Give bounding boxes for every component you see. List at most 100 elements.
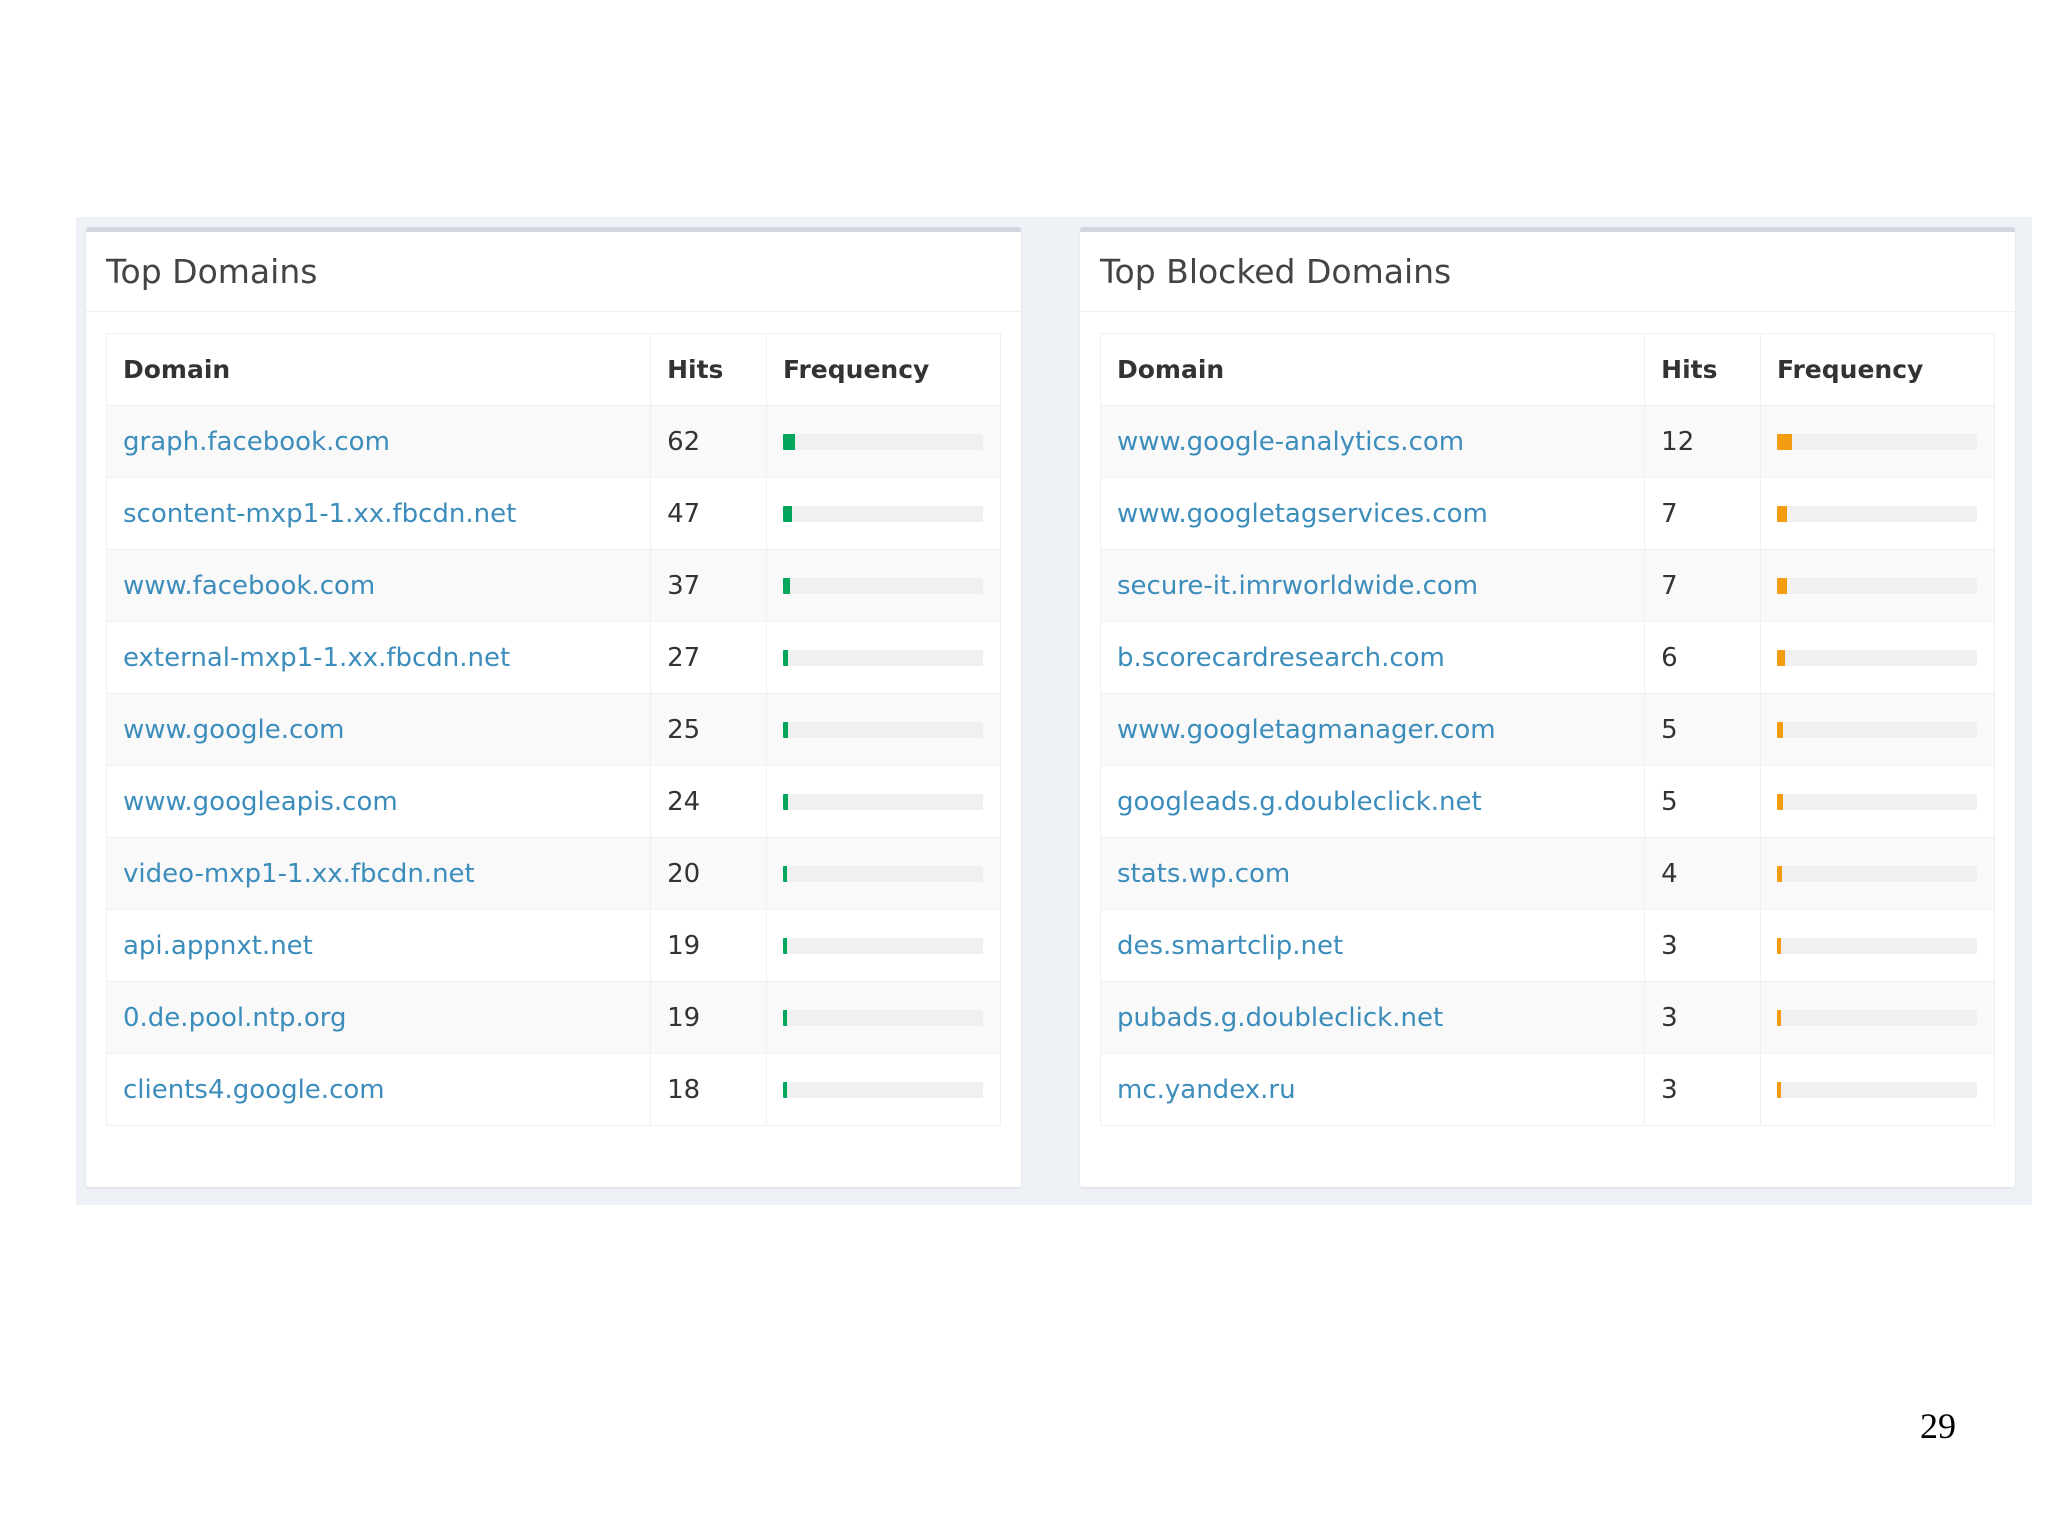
frequency-bar (1776, 649, 1785, 666)
hits-cell: 62 (650, 405, 767, 478)
table-row: secure-it.imrworldwide.com 7 (1099, 549, 1996, 622)
frequency-progress (1776, 1081, 1977, 1098)
hits-cell: 3 (1644, 909, 1761, 982)
frequency-progress (1776, 433, 1977, 450)
top-blocked-domains-title: Top Blocked Domains (1100, 252, 1452, 291)
frequency-cell (1759, 1053, 1996, 1126)
frequency-cell (765, 693, 1002, 766)
frequency-bar (782, 721, 788, 738)
domain-cell: graph.facebook.com (105, 405, 652, 478)
frequency-bar (1776, 577, 1787, 594)
domain-link[interactable]: www.googletagservices.com (1117, 498, 1488, 529)
frequency-bar (1776, 865, 1782, 882)
frequency-cell (1759, 693, 1996, 766)
frequency-progress (782, 577, 983, 594)
domain-cell: des.smartclip.net (1099, 909, 1646, 982)
hits-cell: 18 (650, 1053, 767, 1126)
frequency-cell (1759, 837, 1996, 910)
frequency-cell (1759, 405, 1996, 478)
table-header-row: Domain Hits Frequency (105, 333, 1002, 406)
domain-cell: scontent-mxp1-1.xx.fbcdn.net (105, 477, 652, 550)
domain-link[interactable]: www.google-analytics.com (1117, 426, 1465, 457)
domain-link[interactable]: secure-it.imrworldwide.com (1117, 570, 1479, 601)
table-row: scontent-mxp1-1.xx.fbcdn.net 47 (105, 477, 1002, 550)
table-row: des.smartclip.net 3 (1099, 909, 1996, 982)
frequency-bar (782, 1009, 787, 1026)
domain-cell: mc.yandex.ru (1099, 1053, 1646, 1126)
domain-link[interactable]: www.google.com (123, 714, 345, 745)
domain-link[interactable]: www.googletagmanager.com (1117, 714, 1496, 745)
frequency-cell (765, 1053, 1002, 1126)
frequency-progress (1776, 865, 1977, 882)
frequency-progress (782, 433, 983, 450)
frequency-progress (1776, 793, 1977, 810)
domain-link[interactable]: stats.wp.com (1117, 858, 1291, 889)
frequency-progress (1776, 505, 1977, 522)
domain-link[interactable]: googleads.g.doubleclick.net (1117, 786, 1482, 817)
domain-link[interactable]: www.facebook.com (123, 570, 376, 601)
domain-link[interactable]: www.googleapis.com (123, 786, 398, 817)
table-row: www.googletagmanager.com 5 (1099, 693, 1996, 766)
domain-link[interactable]: api.appnxt.net (123, 930, 313, 961)
domain-cell: www.google.com (105, 693, 652, 766)
domain-cell: www.googletagmanager.com (1099, 693, 1646, 766)
table-row: stats.wp.com 4 (1099, 837, 1996, 910)
top-domains-header: Top Domains (86, 232, 1021, 312)
frequency-bar (1776, 937, 1781, 954)
frequency-cell (765, 837, 1002, 910)
hits-cell: 5 (1644, 693, 1761, 766)
table-row: www.google-analytics.com 12 (1099, 405, 1996, 478)
hits-cell: 4 (1644, 837, 1761, 910)
domain-link[interactable]: graph.facebook.com (123, 426, 390, 457)
frequency-bar (782, 505, 793, 522)
table-row: external-mxp1-1.xx.fbcdn.net 27 (105, 621, 1002, 694)
frequency-progress (782, 1081, 983, 1098)
frequency-progress (1776, 1009, 1977, 1026)
page-number: 29 (1920, 1406, 1956, 1446)
hits-cell: 37 (650, 549, 767, 622)
domain-link[interactable]: mc.yandex.ru (1117, 1074, 1296, 1105)
table-row: clients4.google.com 18 (105, 1053, 1002, 1126)
frequency-cell (1759, 765, 1996, 838)
table-row: graph.facebook.com 62 (105, 405, 1002, 478)
domain-link[interactable]: 0.de.pool.ntp.org (123, 1002, 347, 1033)
frequency-cell (765, 549, 1002, 622)
hits-cell: 19 (650, 909, 767, 982)
frequency-cell (1759, 477, 1996, 550)
domain-link[interactable]: scontent-mxp1-1.xx.fbcdn.net (123, 498, 517, 529)
hits-cell: 7 (1644, 549, 1761, 622)
domain-cell: b.scorecardresearch.com (1099, 621, 1646, 694)
frequency-progress (1776, 721, 1977, 738)
table-row: www.google.com 25 (105, 693, 1002, 766)
frequency-progress (1776, 577, 1977, 594)
domain-cell: pubads.g.doubleclick.net (1099, 981, 1646, 1054)
frequency-progress (782, 865, 983, 882)
frequency-bar (782, 937, 787, 954)
domain-link[interactable]: external-mxp1-1.xx.fbcdn.net (123, 642, 511, 673)
frequency-progress (782, 505, 983, 522)
table-header-row: Domain Hits Frequency (1099, 333, 1996, 406)
top-blocked-domains-panel: Top Blocked Domains Domain Hits Frequenc… (1080, 227, 2015, 1187)
frequency-bar (1776, 433, 1792, 450)
domain-link[interactable]: pubads.g.doubleclick.net (1117, 1002, 1444, 1033)
top-domains-table: Domain Hits Frequency graph.facebook.com… (105, 333, 1002, 1126)
table-row: googleads.g.doubleclick.net 5 (1099, 765, 1996, 838)
frequency-bar (782, 577, 791, 594)
frequency-bar (1776, 721, 1784, 738)
domain-link[interactable]: clients4.google.com (123, 1074, 385, 1105)
domain-link[interactable]: des.smartclip.net (1117, 930, 1344, 961)
domain-link[interactable]: b.scorecardresearch.com (1117, 642, 1445, 673)
domain-link[interactable]: video-mxp1-1.xx.fbcdn.net (123, 858, 475, 889)
frequency-cell (765, 765, 1002, 838)
frequency-cell (765, 621, 1002, 694)
frequency-bar (782, 649, 789, 666)
frequency-cell (1759, 981, 1996, 1054)
frequency-cell (765, 405, 1002, 478)
table-row: mc.yandex.ru 3 (1099, 1053, 1996, 1126)
domain-cell: www.google-analytics.com (1099, 405, 1646, 478)
domain-cell: secure-it.imrworldwide.com (1099, 549, 1646, 622)
hits-cell: 47 (650, 477, 767, 550)
frequency-bar (1776, 505, 1787, 522)
frequency-progress (782, 937, 983, 954)
column-header-domain: Domain (1099, 333, 1646, 406)
